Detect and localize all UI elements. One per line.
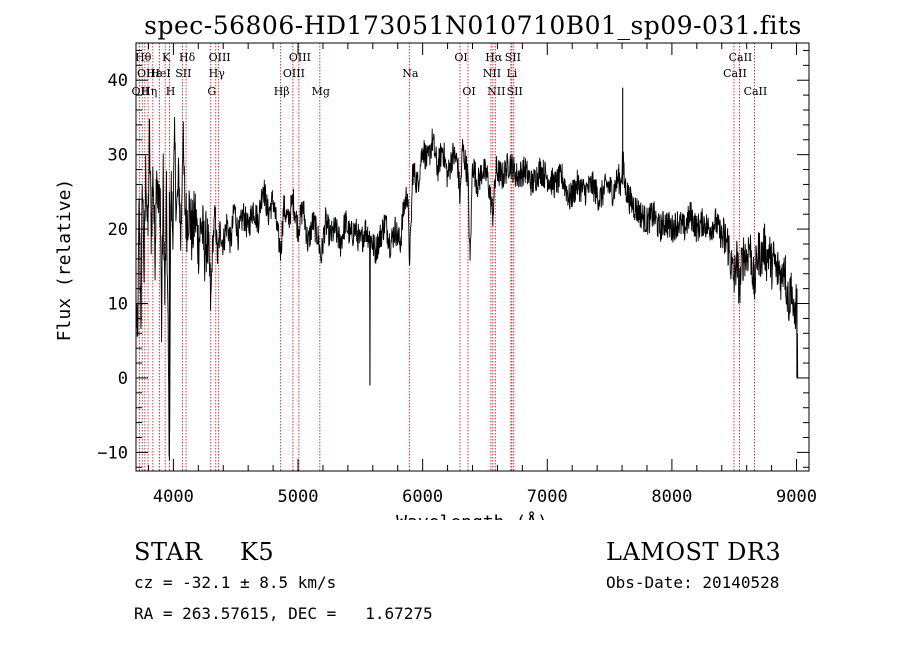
line-label-12-0: OIII xyxy=(209,51,231,64)
line-label-15-0: OIII xyxy=(289,51,311,64)
plot-frame xyxy=(135,42,810,472)
line-label-6-0: K xyxy=(162,51,171,64)
line-label-20-0: NII xyxy=(483,67,501,80)
line-label-14-0: OIII xyxy=(283,67,305,80)
line-label-18-0: OI xyxy=(454,51,467,64)
line-label-27-0: CaII xyxy=(729,51,753,64)
survey-label: LAMOST DR3 xyxy=(606,538,782,566)
line-label-24-0: SII xyxy=(505,51,521,64)
y-axis-label: Flux (relative) xyxy=(54,179,75,342)
y-tick-label-4: 30 xyxy=(108,146,128,166)
object-class: STAR xyxy=(134,538,203,566)
line-label-4-0: Hε xyxy=(146,67,162,80)
line-label-3-0: Hη xyxy=(141,85,157,98)
x-tick-label-5: 9000 xyxy=(776,487,817,507)
line-label-7-0: H xyxy=(166,85,176,98)
line-label-19-0: OI xyxy=(462,85,475,98)
x-tick-label-0: 4000 xyxy=(153,487,194,507)
x-axis-label: Wavelength (Å) xyxy=(396,511,548,520)
y-tick-label-1: 0 xyxy=(118,369,128,389)
line-label-8-0: SII xyxy=(175,67,191,80)
spectrum-line xyxy=(135,116,799,457)
y-tick-label-3: 20 xyxy=(108,220,128,240)
coordinates: RA = 263.57615, DEC = 1.67275 xyxy=(134,604,433,623)
line-label-17-0: Na xyxy=(402,67,419,80)
line-label-5-0: HeI xyxy=(150,67,170,80)
line-label-2-0: OII xyxy=(137,67,155,80)
line-label-25-0: SII xyxy=(507,85,523,98)
line-label-28-0: CaII xyxy=(744,85,768,98)
obs-date: Obs-Date: 20140528 xyxy=(606,573,780,592)
line-label-9-0: Hδ xyxy=(179,51,196,64)
y-tick-label-5: 40 xyxy=(108,71,128,91)
line-label-16-0: Mg xyxy=(312,85,330,98)
spectrum-plot: OIIHθOIIHηHεHeIKHSIIHδGHγOIIIHβOIIIOIIIM… xyxy=(54,11,817,520)
line-label-26-0: CaII xyxy=(723,67,747,80)
line-label-22-0: NII xyxy=(487,85,505,98)
line-label-1-0: Hθ xyxy=(135,51,152,64)
chart-title: spec-56806-HD173051N010710B01_sp09-031.f… xyxy=(144,11,802,40)
y-tick-label-0: −10 xyxy=(97,443,128,463)
line-label-10-0: G xyxy=(207,85,216,98)
x-tick-label-3: 7000 xyxy=(527,487,568,507)
x-tick-label-2: 6000 xyxy=(402,487,443,507)
x-tick-label-4: 8000 xyxy=(651,487,692,507)
line-label-23-0: Li xyxy=(506,67,517,80)
y-tick-label-2: 10 xyxy=(108,295,128,315)
line-label-11-0: Hγ xyxy=(209,67,226,80)
object-subclass: K5 xyxy=(240,538,275,566)
x-tick-label-1: 5000 xyxy=(278,487,319,507)
redshift-text: cz = -32.1 ± 8.5 km/s xyxy=(134,573,337,592)
line-label-13-0: Hβ xyxy=(274,85,290,98)
line-label-21-0: Hα xyxy=(485,51,503,64)
